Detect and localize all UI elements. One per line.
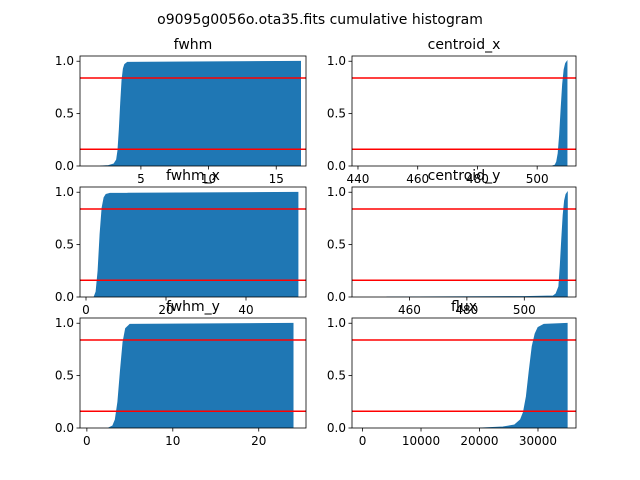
y-tick-label: 0.0 xyxy=(55,159,74,173)
y-tick-label: 0.5 xyxy=(327,369,346,383)
axes-frame xyxy=(351,55,577,167)
x-tick-label: 460 xyxy=(398,303,421,317)
x-tick-label: 0 xyxy=(82,303,90,317)
y-tick-label: 0.0 xyxy=(55,290,74,304)
x-tick-label: 30000 xyxy=(519,434,557,448)
figure-title: o9095g0056o.ota35.fits cumulative histog… xyxy=(157,12,483,28)
y-tick-label: 0.0 xyxy=(55,421,74,435)
subplot-title: fwhm_x xyxy=(166,168,220,184)
subplot-title: fwhm_y xyxy=(166,299,220,315)
y-tick-label: 1.0 xyxy=(327,316,346,330)
x-tick-label: 480 xyxy=(466,172,489,186)
subplot-title: centroid_y xyxy=(428,168,501,184)
y-tick-label: 0.5 xyxy=(327,107,346,121)
y-tick-label: 1.0 xyxy=(327,185,346,199)
axes-frame xyxy=(79,55,307,167)
axes-frame xyxy=(351,186,577,298)
axes-frame xyxy=(79,317,307,429)
subplot-title: fwhm xyxy=(174,37,213,53)
x-tick-label: 20000 xyxy=(460,434,498,448)
subplot-centroid-x: 0.0 0.5 1.0 440 460 480 500 centroid_x xyxy=(327,37,577,186)
y-tick-label: 1.0 xyxy=(327,54,346,68)
x-tick-label: 10000 xyxy=(402,434,440,448)
y-tick-label: 1.0 xyxy=(55,54,74,68)
y-tick-label: 1.0 xyxy=(55,185,74,199)
y-tick-label: 0.0 xyxy=(327,159,346,173)
x-tick-label: 500 xyxy=(526,172,549,186)
x-tick-label: 0 xyxy=(83,434,91,448)
subplot-fwhm: 0.0 0.5 1.0 5 10 15 fwhm xyxy=(55,37,307,186)
y-tick-label: 0.5 xyxy=(327,238,346,252)
x-tick-label: 500 xyxy=(513,303,536,317)
y-tick-label: 0.5 xyxy=(55,107,74,121)
cumulative-area xyxy=(93,191,299,297)
cumulative-area xyxy=(100,60,301,166)
y-tick-label: 1.0 xyxy=(55,316,74,330)
y-tick-label: 0.5 xyxy=(55,238,74,252)
x-tick-label: 480 xyxy=(455,303,478,317)
y-tick-label: 0.5 xyxy=(55,369,74,383)
y-tick-label: 0.0 xyxy=(327,290,346,304)
x-tick-label: 440 xyxy=(347,172,370,186)
subplot-flux: 0.0 0.5 1.0 0 10000 20000 30000 flux xyxy=(327,299,577,448)
x-tick-label: 0 xyxy=(359,434,367,448)
cumulative-area xyxy=(479,322,568,428)
x-tick-label: 20 xyxy=(158,303,173,317)
x-tick-label: 10 xyxy=(201,172,216,186)
subplot-title: centroid_x xyxy=(428,37,501,53)
subplot-centroid-y: 0.0 0.5 1.0 460 480 500 centroid_y xyxy=(327,168,577,317)
subplot-fwhm-x: 0.0 0.5 1.0 0 20 40 fwhm_x xyxy=(55,168,307,317)
axes-frame xyxy=(351,317,577,429)
cumulative-area xyxy=(386,190,568,297)
x-tick-label: 460 xyxy=(406,172,429,186)
subplot-title: flux xyxy=(451,299,477,315)
y-tick-label: 0.0 xyxy=(327,421,346,435)
cumulative-area xyxy=(108,322,294,428)
x-tick-label: 20 xyxy=(251,434,266,448)
axes-frame xyxy=(79,186,307,298)
cumulative-area xyxy=(551,59,568,166)
x-tick-label: 40 xyxy=(238,303,253,317)
x-tick-label: 10 xyxy=(165,434,180,448)
x-tick-label: 15 xyxy=(269,172,284,186)
x-tick-label: 5 xyxy=(137,172,145,186)
